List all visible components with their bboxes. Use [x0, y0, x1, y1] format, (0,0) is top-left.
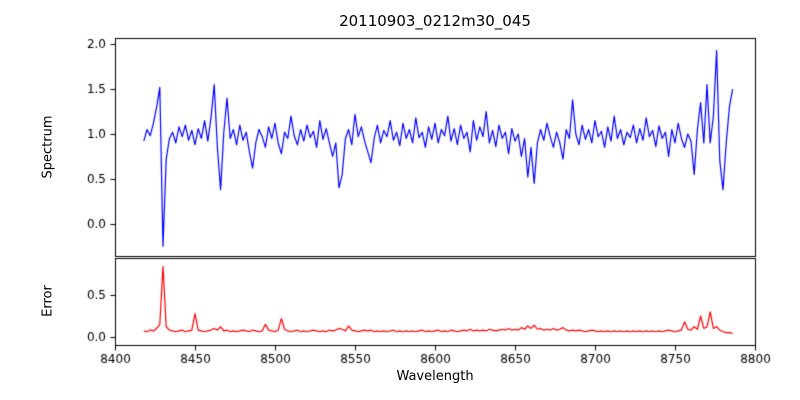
- error-y-axis-label: Error: [40, 285, 56, 317]
- spectrum-y-axis-label: Spectrum: [40, 115, 56, 179]
- x-axis-label: Wavelength: [396, 369, 474, 384]
- chart-title: 20110903_0212m30_045: [339, 12, 531, 30]
